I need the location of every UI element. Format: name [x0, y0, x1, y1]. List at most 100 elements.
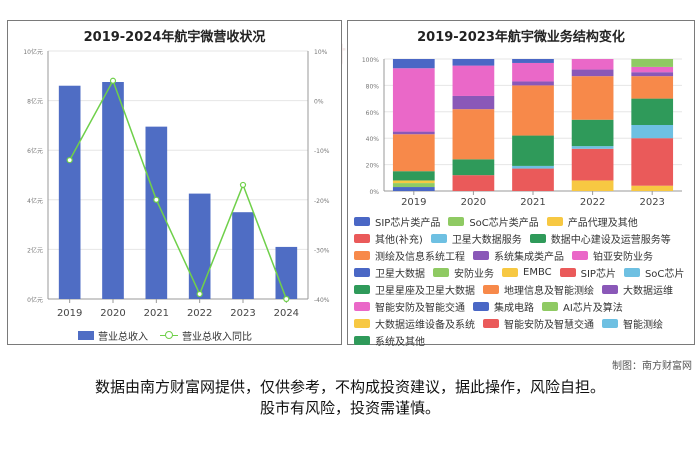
structure-chart-svg: 0% 20% 40% 60% 80% 100% 2019 2020 2021 2022 2023	[362, 57, 682, 208]
stack-segment	[452, 159, 495, 176]
legend-label: 智能安防及智能交通	[375, 303, 465, 314]
legend-row: 大数据运维设备及系统 智能安防及智慧交通 智能测绘	[354, 315, 690, 332]
yoy-point	[109, 77, 117, 84]
y-tick-label: 100%	[362, 57, 379, 64]
yoy-point	[153, 196, 160, 203]
x-tick-label: 2023	[639, 197, 664, 208]
y-right-tick-label: -40%	[314, 297, 330, 304]
disclaimer-line-1: 数据由南方财富网提供，仅供参考，不构成投资建议，据此操作，风险自担。	[94, 378, 605, 396]
legend-item: 安防业务	[433, 265, 494, 280]
legend-item: 智能安防及智能交通	[354, 299, 465, 314]
y-left-tick-label: 10亿元	[23, 48, 43, 56]
legend-item: SoC芯片类产品	[448, 214, 539, 229]
legend-swatch	[354, 217, 370, 226]
stack-segment	[631, 72, 674, 77]
revenue-bar	[102, 82, 124, 299]
legend-swatch	[448, 217, 465, 226]
legend-row: 系统及其他	[354, 332, 690, 349]
stack-segment	[452, 95, 495, 110]
legend-row: 其他(补充) 卫星大数据服务 数据中心建设及运营服务等	[354, 230, 690, 247]
legend-label: 集成电路	[494, 303, 534, 314]
y-right-tick-label: 10%	[314, 49, 328, 56]
legend-row: 测绘及信息系统工程 系统集成类产品 铂亚安防业务	[354, 247, 690, 264]
legend-item: 地理信息及智能测绘	[483, 282, 594, 297]
y-tick-label: 60%	[366, 110, 380, 117]
legend-item: SIP芯片	[559, 265, 616, 280]
legend-swatch	[502, 268, 518, 277]
x-tick-label: 2019	[57, 308, 82, 319]
legend-item: 集成电路	[473, 299, 534, 314]
stack-segment	[392, 187, 435, 191]
legend-swatch	[473, 302, 489, 311]
stack-segment	[571, 76, 614, 120]
stack-segment	[571, 148, 614, 181]
y-right-tick-label: 0%	[314, 99, 324, 106]
stack-segment	[571, 146, 614, 149]
yoy-point	[196, 290, 203, 298]
legend-label: 铂亚安防业务	[593, 252, 653, 263]
y-right-tick-label: -20%	[314, 198, 330, 205]
legend-label-yoy: 营业总收入同比	[182, 332, 252, 343]
legend-item: 其他(补充)	[354, 231, 423, 246]
legend-item: SIP芯片类产品	[354, 214, 440, 229]
legend-label: 卫星大数据	[375, 269, 425, 280]
legend-label: 卫星星座及卫星大数据	[375, 286, 475, 297]
legend-swatch	[354, 268, 370, 277]
legend-swatch	[430, 234, 447, 243]
legend-swatch	[354, 234, 370, 243]
legend-swatch	[354, 285, 370, 294]
revenue-chart-panel: 2019-2024年航宇微营收状况 0亿元 2亿元 4亿元 6亿元 8亿元 10亿元 -40…	[7, 20, 342, 345]
legend-label: SIP芯片	[580, 269, 616, 280]
legend-swatch	[354, 302, 370, 311]
stack-segment	[392, 131, 435, 135]
legend-swatch	[354, 251, 370, 260]
legend-swatch	[433, 268, 449, 277]
y-tick-label: 40%	[366, 136, 380, 143]
legend-swatch	[529, 234, 546, 243]
yoy-line	[69, 78, 288, 300]
stack-segment	[631, 66, 674, 73]
legend-label: 卫星大数据服务	[451, 235, 522, 246]
legend-item: EMBC	[502, 267, 552, 278]
revenue-chart-legend: 营业总收入 营业总收入同比	[78, 328, 252, 343]
y-left-tick-label: 2亿元	[27, 246, 43, 254]
legend-item: 卫星大数据服务	[430, 231, 522, 246]
legend-swatch-bar	[78, 331, 94, 340]
revenue-bar	[275, 246, 298, 299]
legend-item-revenue: 营业总收入	[78, 328, 148, 343]
stack-segment	[571, 180, 614, 191]
legend-item: 系统及其他	[354, 333, 425, 348]
legend-row: 卫星星座及卫星大数据 地理信息及智能测绘 大数据运维	[354, 281, 690, 298]
legend-item: 智能安防及智慧交通	[483, 316, 594, 331]
legend-label: AI芯片及算法	[563, 303, 623, 314]
y-left-tick-label: 4亿元	[27, 197, 43, 205]
stack-segment	[631, 125, 674, 139]
y-left-tick-label: 0亿元	[27, 296, 43, 304]
stack-segment	[452, 175, 495, 191]
x-tick-label: 2022	[580, 197, 605, 208]
y-tick-label: 20%	[366, 163, 380, 170]
disclaimer: 数据由南方财富网提供，仅供参考，不构成投资建议，据此操作，风险自担。 股市有风险…	[0, 377, 700, 419]
legend-label: 地理信息及智能测绘	[504, 286, 594, 297]
legend-swatch	[559, 268, 576, 277]
y-tick-label: 0%	[369, 189, 379, 196]
legend-swatch	[354, 319, 370, 328]
stack-segment	[392, 183, 435, 188]
structure-chart-legend: SIP芯片类产品 SoC芯片类产品 产品代理及其他 其他(补充) 卫星大数据服务 数据中心…	[354, 213, 690, 349]
x-tick-label: 2021	[144, 308, 169, 319]
stack-segment	[512, 135, 554, 166]
legend-item: 产品代理及其他	[546, 214, 638, 229]
legend-item: 大数据运维	[602, 282, 673, 297]
x-tick-label: 2021	[520, 197, 545, 208]
legend-swatch	[572, 251, 588, 260]
legend-swatch	[623, 268, 640, 277]
revenue-chart-title: 2019-2024年航宇微营收状况	[83, 30, 266, 45]
legend-item: AI芯片及算法	[542, 299, 623, 314]
stack-segment	[571, 59, 614, 70]
legend-item: 智能测绘	[602, 316, 663, 331]
legend-label: 大数据运维	[623, 286, 673, 297]
stack-segment	[512, 85, 554, 136]
legend-label: 系统集成类产品	[494, 252, 564, 263]
legend-label: 测绘及信息系统工程	[375, 252, 465, 263]
legend-item: 卫星大数据	[354, 265, 425, 280]
